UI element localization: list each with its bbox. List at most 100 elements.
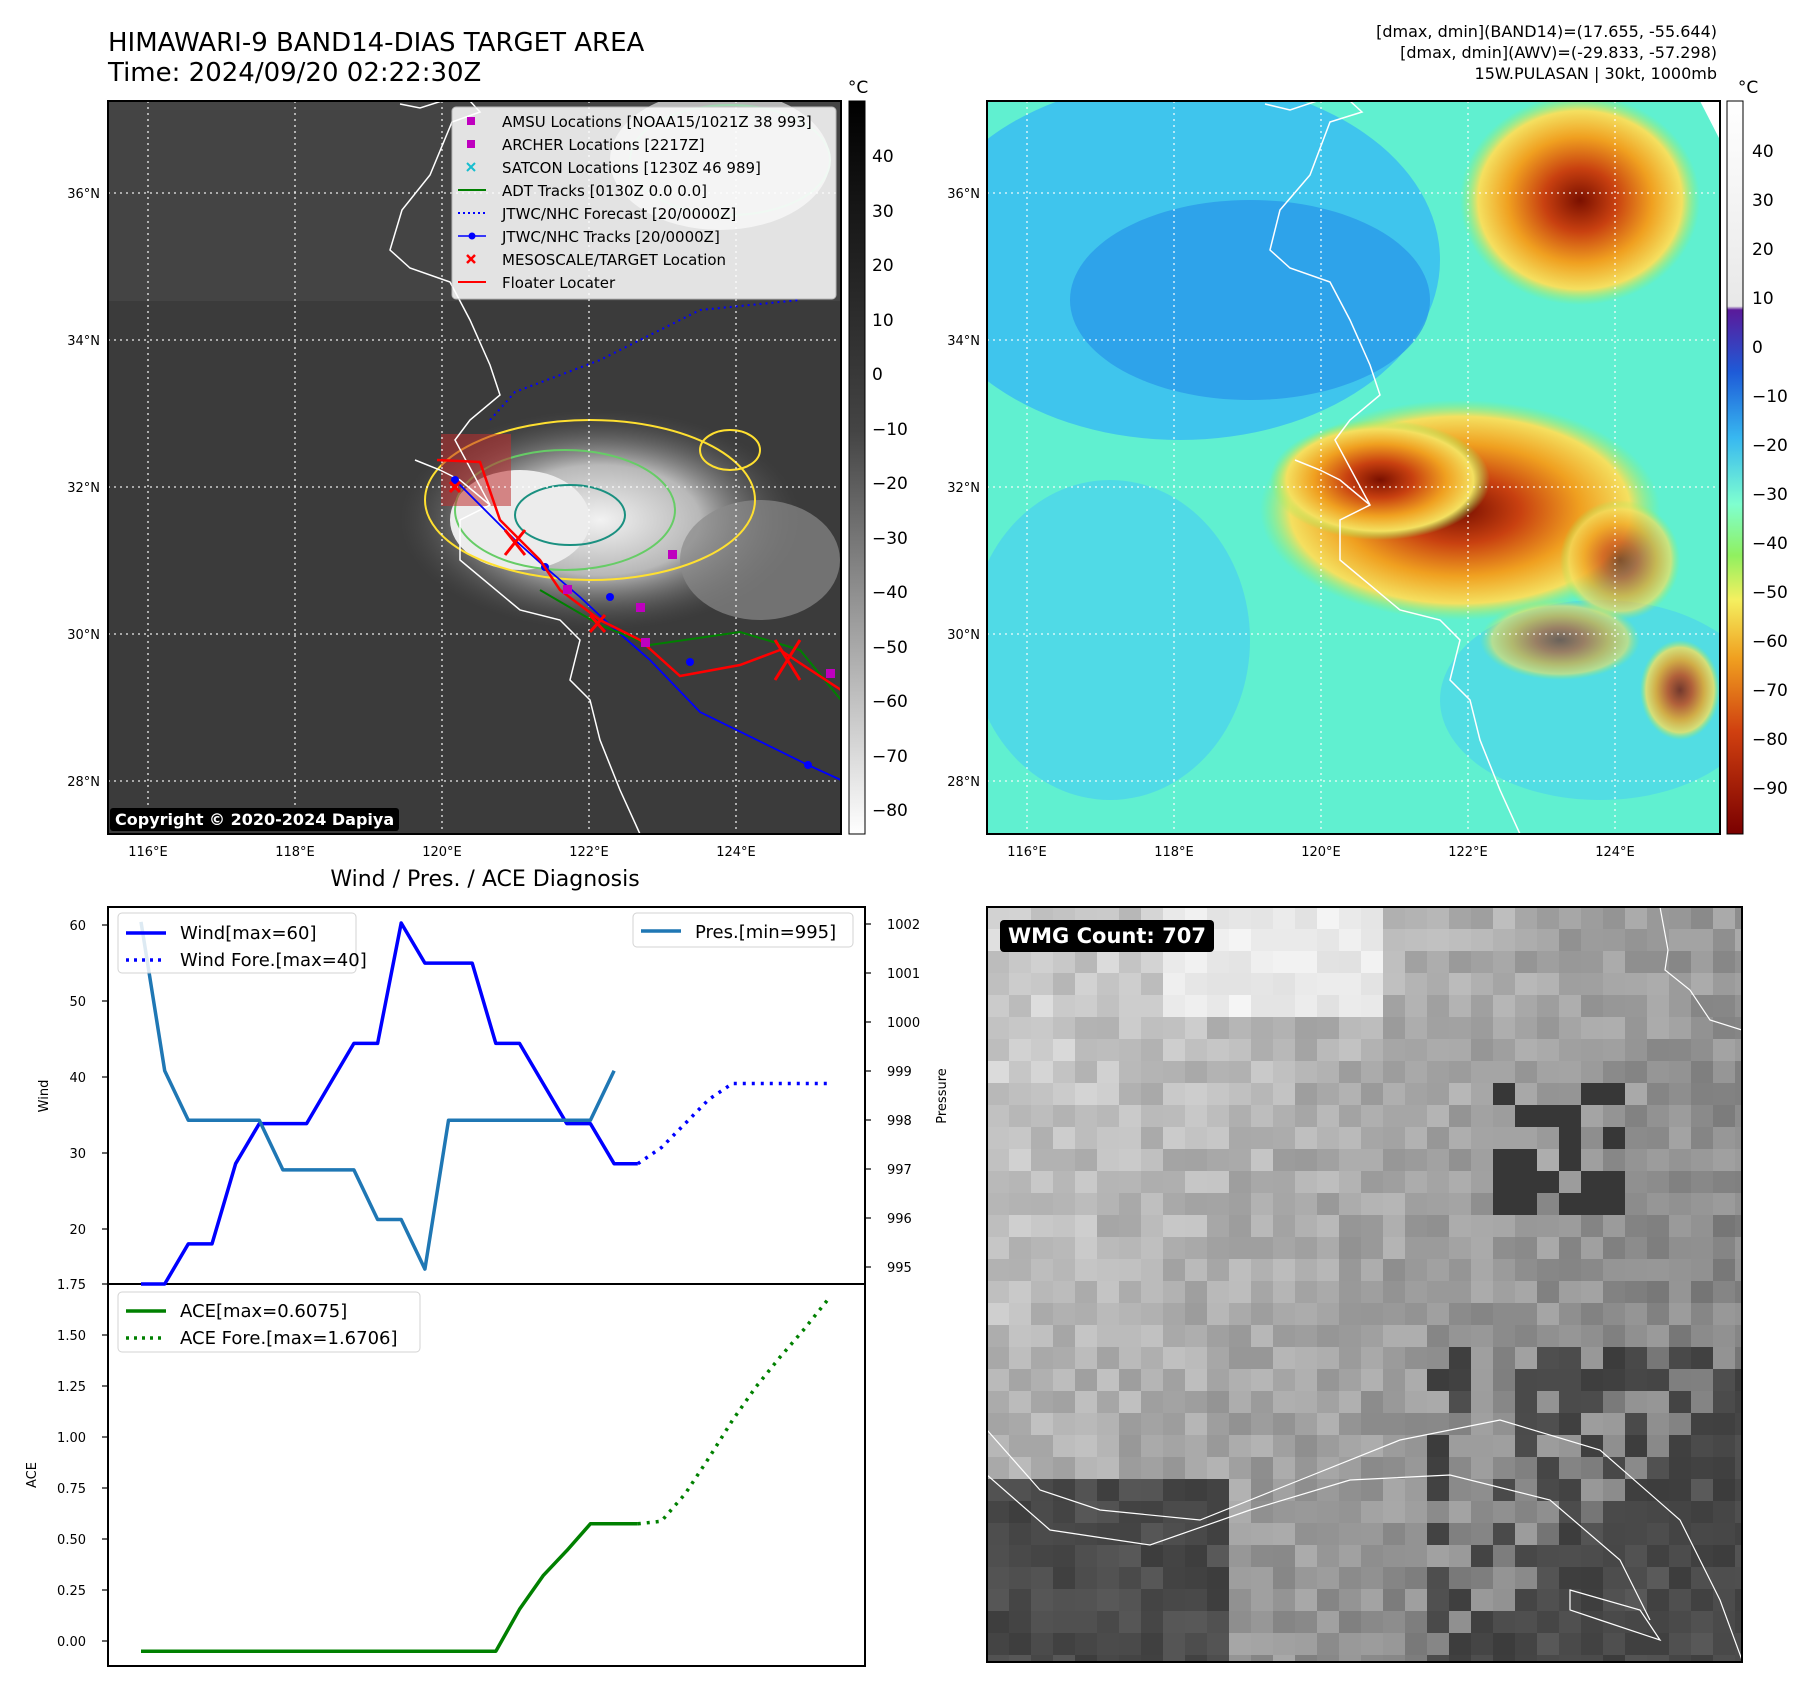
right-cb-tick-10: 10: [1752, 289, 1774, 309]
wind-legend: Wind[max=60] Wind Fore.[max=40]: [117, 912, 367, 974]
right-cb-tick-m90: −90: [1752, 779, 1788, 799]
wind-tick-50: 50: [69, 995, 86, 1010]
ace-fore-legend-label: ACE Fore.[max=1.6706]: [180, 1328, 398, 1349]
left-lat-label-32: 32°N: [67, 481, 100, 496]
pressure-series-line: [139, 921, 616, 1271]
legend-satcon: SATCON Locations [1230Z 46 989]: [502, 159, 761, 177]
legend-floater: Floater Locater: [502, 274, 616, 292]
right-cb-tick-m40: −40: [1752, 534, 1788, 554]
diagnosis-title: Wind / Pres. / ACE Diagnosis: [330, 867, 639, 892]
ace-tick-1.25: 1.25: [57, 1380, 86, 1395]
ace-legend: ACE[max=0.6075] ACE Fore.[max=1.6706]: [117, 1291, 421, 1353]
legend-adt: ADT Tracks [0130Z 0.0 0.0]: [502, 182, 707, 200]
ace-tick-1.00: 1.00: [57, 1431, 86, 1446]
pressure-legend: Pres.[min=995]: [632, 912, 854, 948]
wmg-panel: [987, 907, 1742, 1662]
right-cb-tick-m30: −30: [1752, 485, 1788, 505]
left-lon-label-118: 118°E: [275, 845, 315, 860]
left-cb-tick-30: 30: [872, 202, 894, 222]
legend-target: MESOSCALE/TARGET Location: [502, 251, 726, 269]
right-lon-label-122: 122°E: [1448, 845, 1488, 860]
wind-axis-label: Wind: [37, 1080, 52, 1113]
ace-tick-1.75: 1.75: [57, 1278, 86, 1293]
right-cb-tick-m20: −20: [1752, 436, 1788, 456]
right-cb-tick-20: 20: [1752, 240, 1774, 260]
legend-amsu-marker: [467, 117, 475, 125]
ace-legend-label: ACE[max=0.6075]: [180, 1301, 347, 1322]
left-cb-tick-40: 40: [872, 147, 894, 167]
left-cb-unit: °C: [848, 78, 868, 98]
legend-target-marker: [466, 254, 476, 264]
left-cb-tick-m30: −30: [872, 529, 908, 549]
legend-archer-marker: [467, 140, 475, 148]
wind-series-line: [141, 921, 638, 1286]
pres-tick-997: 997: [887, 1163, 912, 1178]
left-cb-tick-m80: −80: [872, 801, 908, 821]
left-cb-tick-0: 0: [872, 365, 883, 385]
ace-tick-0.00: 0.00: [57, 1635, 86, 1650]
right-cb-tick-30: 30: [1752, 191, 1774, 211]
legend-satcon-marker: [466, 162, 476, 172]
right-cb-tick-0: 0: [1752, 338, 1763, 358]
right-lat-label-30: 30°N: [947, 628, 980, 643]
ace-tick-0.50: 0.50: [57, 1533, 86, 1548]
left-lat-label-30: 30°N: [67, 628, 100, 643]
info-line2: [dmax, dmin](AWV)=(-29.833, -57.298): [1400, 43, 1717, 62]
wind-legend-label: Wind[max=60]: [180, 923, 317, 944]
pres-tick-995: 995: [887, 1261, 912, 1276]
left-lon-label-124: 124°E: [716, 845, 756, 860]
right-lat-label-28: 28°N: [947, 775, 980, 790]
wind-tick-30: 30: [69, 1147, 86, 1162]
pressure-axis-label: Pressure: [935, 1068, 950, 1124]
wmg-count-badge: WMG Count: 707: [1000, 920, 1214, 952]
ace-tick-0.75: 0.75: [57, 1482, 86, 1497]
left-lon-label-120: 120°E: [422, 845, 462, 860]
left-lat-label-28: 28°N: [67, 775, 100, 790]
left-lat-label-34: 34°N: [67, 334, 100, 349]
right-lon-label-120: 120°E: [1301, 845, 1341, 860]
left-cb-tick-m20: −20: [872, 474, 908, 494]
copyright-badge: Copyright © 2020-2024 Dapiya: [110, 808, 400, 831]
right-cb-tick-40: 40: [1752, 142, 1774, 162]
pres-legend-label: Pres.[min=995]: [695, 922, 836, 943]
pres-tick-1001: 1001: [887, 967, 920, 982]
ace-tick-0.25: 0.25: [57, 1584, 86, 1599]
left-cb-tick-m40: −40: [872, 583, 908, 603]
right-cb-tick-m60: −60: [1752, 632, 1788, 652]
right-lon-label-118: 118°E: [1154, 845, 1194, 860]
right-cb-tick-m70: −70: [1752, 681, 1788, 701]
map-legend: AMSU Locations [NOAA15/1021Z 38 993] ARC…: [451, 106, 837, 300]
ace-series-line: [141, 1522, 638, 1654]
ace-tick-1.50: 1.50: [57, 1329, 86, 1344]
left-cb-tick-10: 10: [872, 311, 894, 331]
right-lat-label-32: 32°N: [947, 481, 980, 496]
legend-forecast: JTWC/NHC Forecast [20/0000Z]: [501, 205, 736, 223]
right-cb-tick-m50: −50: [1752, 583, 1788, 603]
pres-tick-996: 996: [887, 1212, 912, 1227]
pres-tick-1000: 1000: [887, 1016, 920, 1031]
right-cb-tick-m10: −10: [1752, 387, 1788, 407]
right-lat-label-36: 36°N: [947, 187, 980, 202]
left-cb-tick-m60: −60: [872, 692, 908, 712]
pres-tick-998: 998: [887, 1114, 912, 1129]
info-line3: 15W.PULASAN | 30kt, 1000mb: [1474, 64, 1717, 83]
right-cb-unit: °C: [1738, 78, 1758, 98]
left-lat-label-36: 36°N: [67, 187, 100, 202]
pres-tick-1002: 1002: [887, 918, 920, 933]
pres-tick-999: 999: [887, 1065, 912, 1080]
figure-title-line2: Time: 2024/09/20 02:22:30Z: [108, 58, 482, 88]
info-line1: [dmax, dmin](BAND14)=(17.655, -55.644): [1376, 22, 1717, 41]
legend-archer: ARCHER Locations [2217Z]: [502, 136, 705, 154]
right-lat-label-34: 34°N: [947, 334, 980, 349]
legend-track: JTWC/NHC Tracks [20/0000Z]: [501, 228, 720, 246]
ace-axis-label: ACE: [25, 1462, 40, 1488]
wind-tick-20: 20: [69, 1223, 86, 1238]
right-cb-tick-m80: −80: [1752, 730, 1788, 750]
legend-amsu: AMSU Locations [NOAA15/1021Z 38 993]: [502, 113, 812, 131]
wind-fore-legend-label: Wind Fore.[max=40]: [180, 950, 367, 971]
left-cb-tick-m70: −70: [872, 747, 908, 767]
left-cb-tick-m10: −10: [872, 420, 908, 440]
left-cb-tick-m50: −50: [872, 638, 908, 658]
left-lon-label-122: 122°E: [569, 845, 609, 860]
